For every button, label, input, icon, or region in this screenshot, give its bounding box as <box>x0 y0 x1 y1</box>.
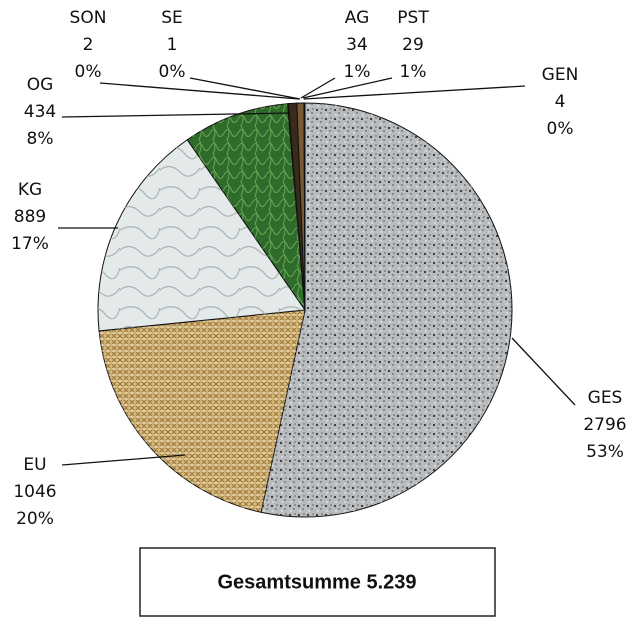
category-label: SON <box>70 8 107 28</box>
leader-line <box>303 85 526 100</box>
value-label: 4 <box>555 92 566 112</box>
value-label: 434 <box>24 102 56 122</box>
category-label: OG <box>27 75 54 95</box>
value-label: 29 <box>402 35 424 55</box>
percent-label: 17% <box>11 234 49 254</box>
percent-label: 0% <box>75 62 102 82</box>
leader-line <box>302 77 393 99</box>
leader-line <box>511 337 576 406</box>
leader-line <box>61 112 291 118</box>
value-label: 2 <box>83 35 94 55</box>
category-label: PST <box>397 8 429 28</box>
leader-line <box>189 77 301 100</box>
category-label: SE <box>161 8 183 28</box>
percent-label: 8% <box>27 129 54 149</box>
leader-line <box>99 82 300 100</box>
percent-label: 1% <box>400 62 427 82</box>
leader-line <box>61 454 186 466</box>
leader-line <box>300 77 336 99</box>
category-label: GES <box>588 388 623 408</box>
category-label: KG <box>18 180 42 200</box>
pie-slice <box>303 102 306 311</box>
percent-label: 1% <box>344 62 371 82</box>
percent-label: 0% <box>547 119 574 139</box>
value-label: 1046 <box>13 482 56 502</box>
percent-label: 20% <box>16 509 54 529</box>
value-label: 1 <box>167 35 178 55</box>
category-label: EU <box>23 455 46 475</box>
percent-label: 0% <box>159 62 186 82</box>
value-label: 2796 <box>583 415 626 435</box>
percent-label: 53% <box>586 442 624 462</box>
category-label: AG <box>345 8 370 28</box>
total-label: Gesamtsumme 5.239 <box>217 571 416 593</box>
total-box <box>139 547 496 617</box>
category-label: GEN <box>542 65 579 85</box>
value-label: 34 <box>346 35 368 55</box>
value-label: 889 <box>14 207 46 227</box>
